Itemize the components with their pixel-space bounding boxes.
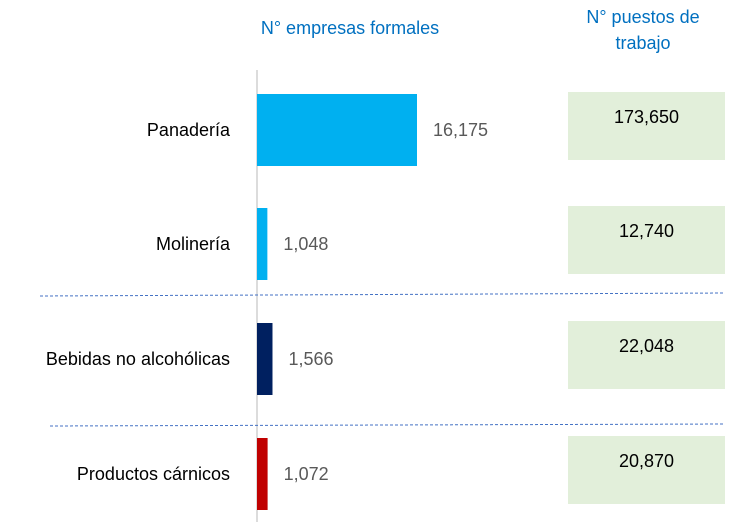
value-label: 16,175	[433, 120, 489, 140]
table-value: 22,048	[618, 336, 675, 356]
bar	[257, 323, 273, 395]
column-title: N° puestos de trabajo	[586, 7, 700, 53]
category-label: Bebidas no alcohólicas	[45, 349, 230, 369]
category-label: Productos cárnicos	[76, 464, 230, 484]
bar	[257, 438, 268, 510]
separator	[39, 292, 726, 297]
value-label: 1,566	[288, 349, 334, 369]
bar	[257, 94, 417, 166]
value-label: 1,048	[283, 234, 329, 254]
bar	[257, 208, 268, 280]
table-cell	[568, 92, 725, 160]
table-value: 173,650	[613, 107, 680, 127]
category-label: Molinería	[155, 234, 230, 254]
table-value: 12,740	[618, 221, 675, 241]
table-value: 20,870	[618, 451, 675, 471]
value-label: 1,072	[283, 464, 329, 484]
table-cell	[568, 206, 725, 274]
table-cell	[568, 436, 725, 504]
table-cell	[568, 321, 725, 389]
column-title: N° empresas formales	[260, 18, 440, 38]
category-label: Panadería	[146, 120, 230, 140]
separator	[49, 423, 726, 427]
